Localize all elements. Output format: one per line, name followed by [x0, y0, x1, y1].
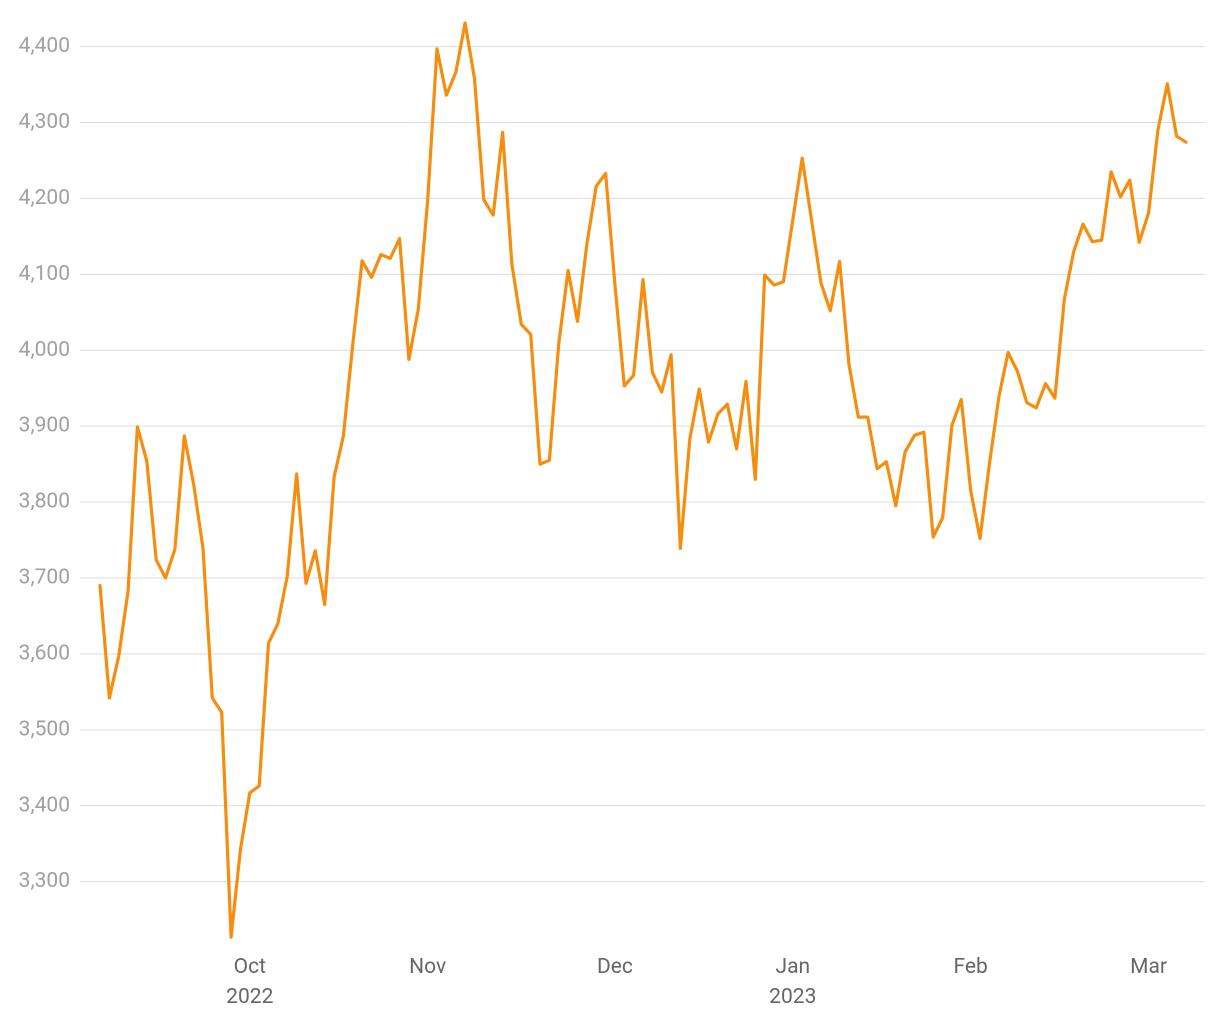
line-series: [98, 21, 1188, 939]
y-tick-label: 3,500: [19, 717, 70, 741]
y-tick-label: 4,000: [19, 338, 70, 362]
x-tick-label: Nov: [409, 955, 446, 979]
y-tick-label: 3,800: [19, 490, 70, 514]
x-tick-label: Dec: [597, 955, 633, 979]
y-tick-label: 4,200: [19, 186, 70, 210]
x-tick-label: Oct 2022: [226, 955, 273, 1009]
y-tick-label: 4,300: [19, 110, 70, 134]
y-tick-label: 3,400: [19, 793, 70, 817]
y-tick-label: 4,100: [19, 262, 70, 286]
x-tick-label: Feb: [954, 955, 988, 979]
x-tick-label: Jan 2023: [769, 955, 816, 1009]
y-tick-label: 4,400: [19, 34, 70, 58]
y-tick-label: 3,900: [19, 414, 70, 438]
y-tick-label: 3,600: [19, 641, 70, 665]
y-tick-label: 3,300: [19, 869, 70, 893]
y-tick-label: 3,700: [19, 566, 70, 590]
x-tick-label: Mar: [1130, 955, 1167, 979]
